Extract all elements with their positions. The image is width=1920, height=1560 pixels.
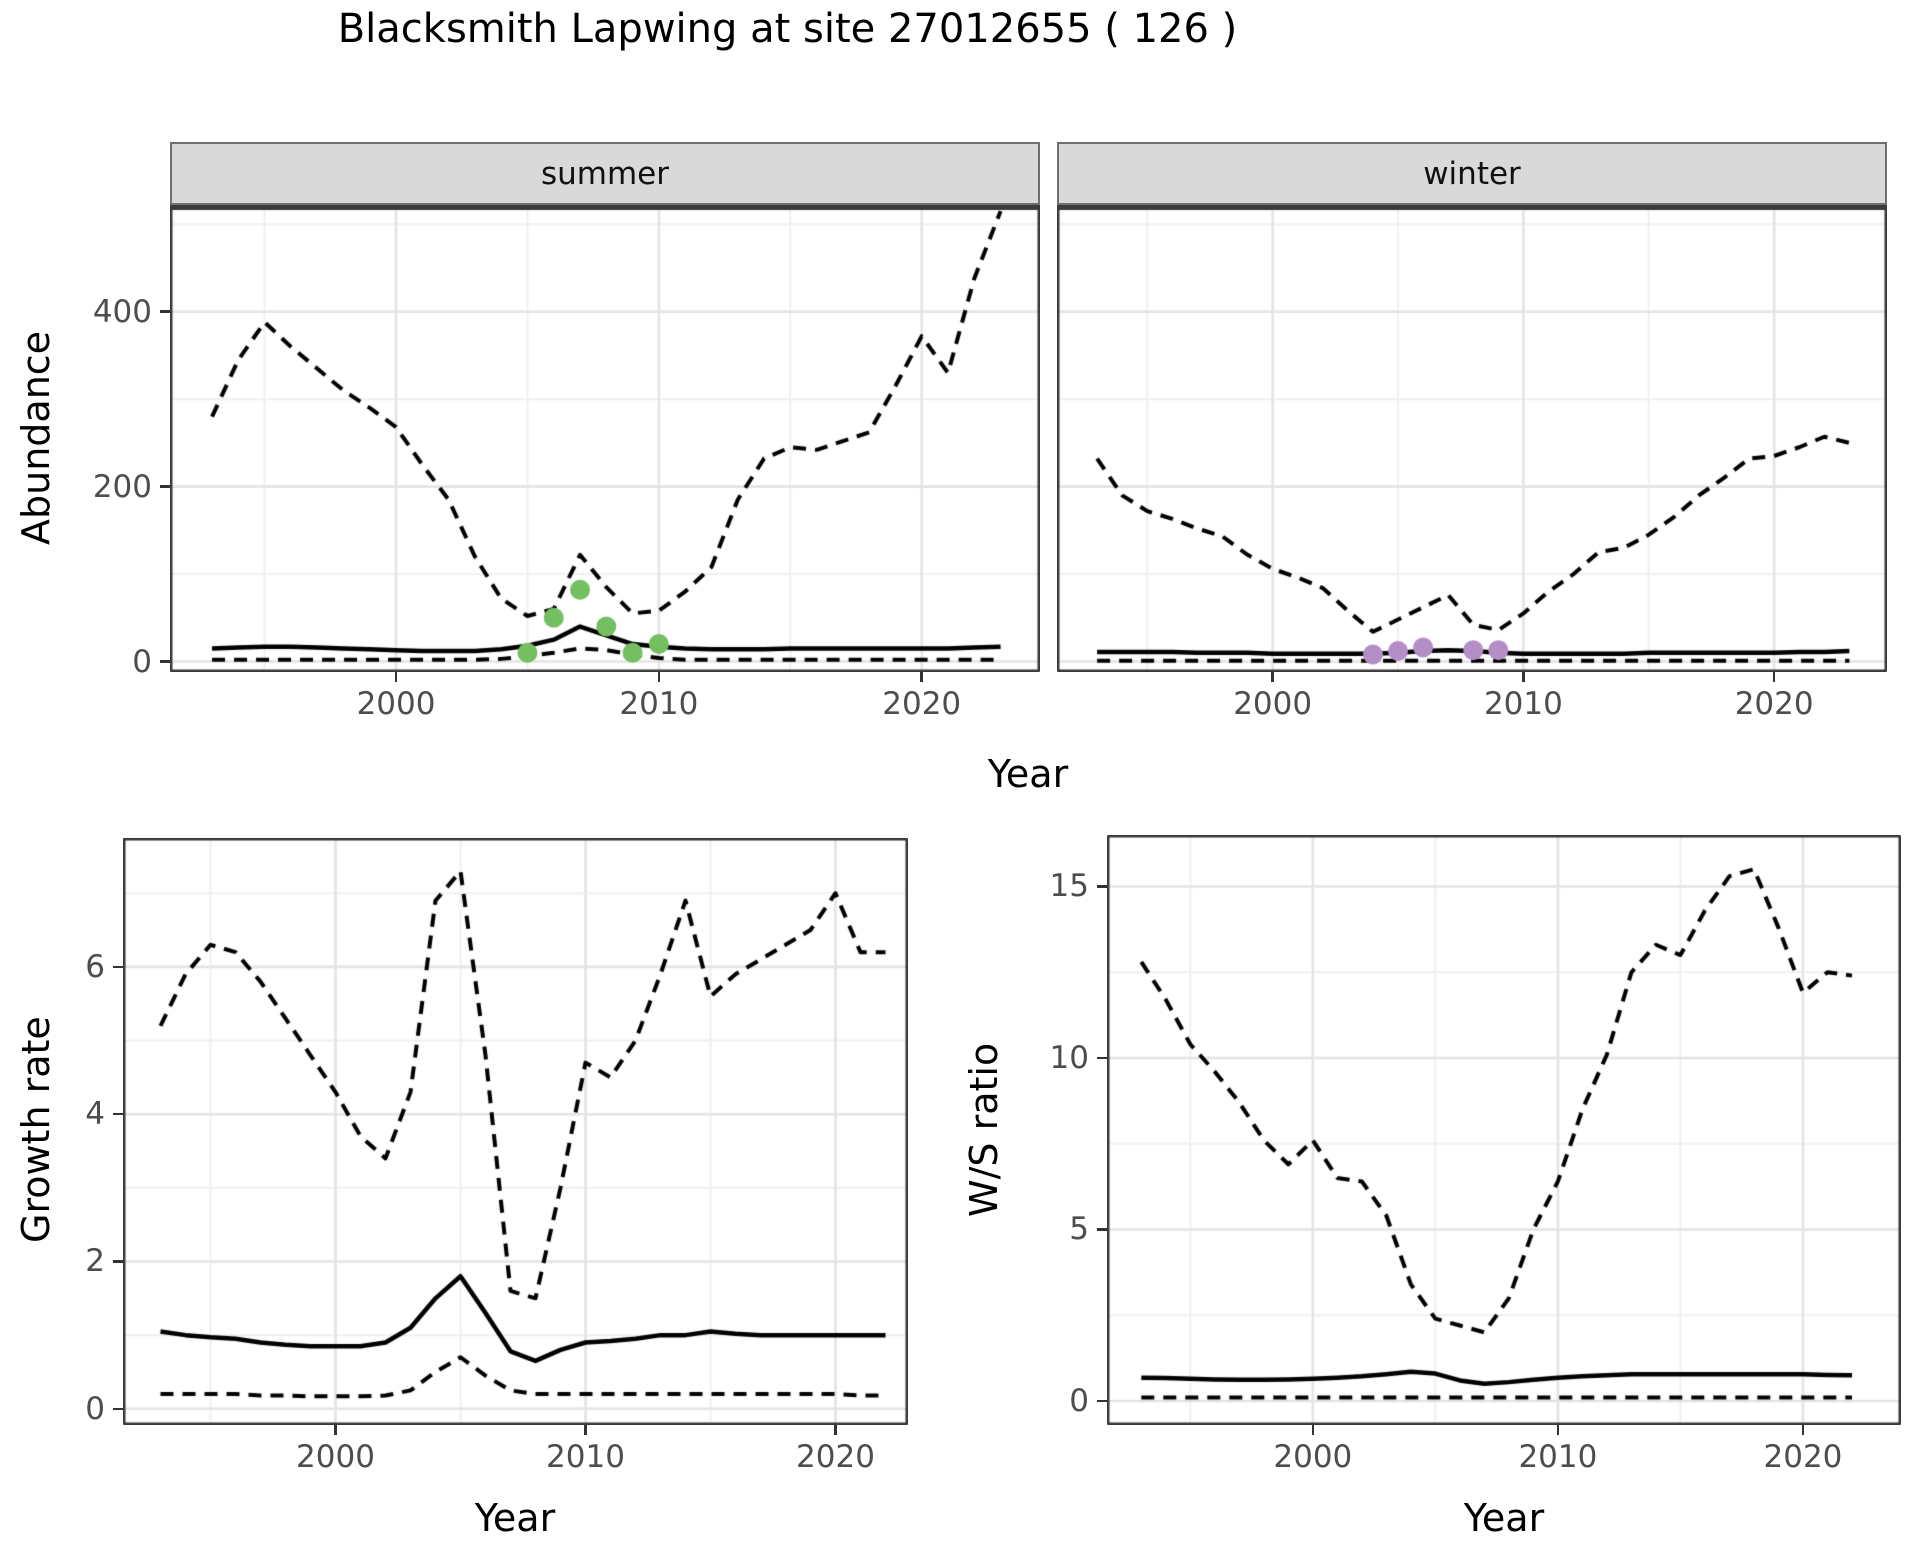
y-tick-label: 10 (1049, 1039, 1089, 1076)
y-tick-mark (113, 1260, 123, 1263)
x-tick-mark (584, 1425, 587, 1435)
x-tick-label: 2010 (1483, 686, 1563, 722)
x-tick-mark (1522, 672, 1525, 682)
y-tick-mark (113, 965, 123, 969)
x-tick-label: 2020 (1734, 686, 1814, 722)
facet-strip-summer: summer (170, 142, 1040, 205)
x-tick-label: 2010 (546, 1439, 625, 1475)
x-tick-mark (1801, 1425, 1805, 1435)
panel-ws-ratio (1107, 835, 1901, 1425)
y-tick-label: 2 (85, 1243, 105, 1280)
x-tick-mark (1311, 1425, 1315, 1435)
x-tick-mark (1772, 672, 1776, 682)
y-tick-label: 0 (1069, 1382, 1089, 1419)
y-tick-mark (113, 1112, 123, 1116)
panel-abundance-winter (1057, 205, 1887, 672)
y-tick-label: 5 (1069, 1211, 1089, 1248)
y-tick-label: 0 (85, 1390, 105, 1427)
x-tick-label: 2000 (1273, 1439, 1353, 1475)
y-tick-label: 0 (132, 643, 152, 680)
y-tick-mark (160, 660, 170, 663)
x-axis-title-year-top: Year (987, 752, 1069, 796)
x-axis-title-year-growth: Year (474, 1496, 556, 1540)
x-tick-label: 2020 (882, 686, 962, 722)
x-tick-mark (657, 672, 661, 682)
y-tick-mark (160, 310, 170, 313)
x-tick-mark (1556, 1425, 1560, 1435)
y-tick-mark (113, 1407, 123, 1411)
x-tick-mark (834, 1425, 837, 1435)
x-tick-mark (334, 1425, 337, 1435)
y-tick-label: 400 (92, 293, 152, 330)
y-tick-mark (1097, 885, 1107, 888)
x-tick-label: 2010 (1518, 1439, 1598, 1475)
facet-strip-winter: winter (1057, 142, 1887, 205)
panel-abundance-summer (170, 205, 1040, 672)
y-tick-mark (1097, 1056, 1107, 1060)
x-tick-label: 2020 (1763, 1439, 1843, 1475)
x-tick-label: 2020 (796, 1439, 875, 1475)
y-tick-label: 4 (85, 1096, 105, 1133)
x-tick-label: 2000 (296, 1439, 375, 1475)
x-tick-mark (394, 672, 398, 682)
y-tick-label: 6 (85, 948, 105, 985)
x-axis-title-year-ws: Year (1463, 1496, 1545, 1540)
plot-title: Blacksmith Lapwing at site 27012655 ( 12… (337, 6, 1238, 52)
x-tick-label: 2000 (1233, 686, 1313, 722)
y-tick-mark (1097, 1399, 1107, 1403)
facet-strip-winter-label: winter (1423, 155, 1521, 192)
y-tick-label: 15 (1049, 868, 1089, 905)
y-tick-mark (1097, 1228, 1107, 1231)
y-tick-mark (160, 485, 170, 488)
panel-growth-rate (123, 838, 908, 1425)
x-tick-mark (920, 672, 923, 682)
y-tick-label: 200 (92, 468, 152, 505)
x-tick-label: 2010 (619, 686, 699, 722)
x-tick-mark (1271, 672, 1274, 682)
x-tick-label: 2000 (356, 686, 436, 722)
facet-strip-summer-label: summer (540, 155, 669, 192)
y-axis-title-ws-ratio: W/S ratio (962, 1042, 1006, 1218)
